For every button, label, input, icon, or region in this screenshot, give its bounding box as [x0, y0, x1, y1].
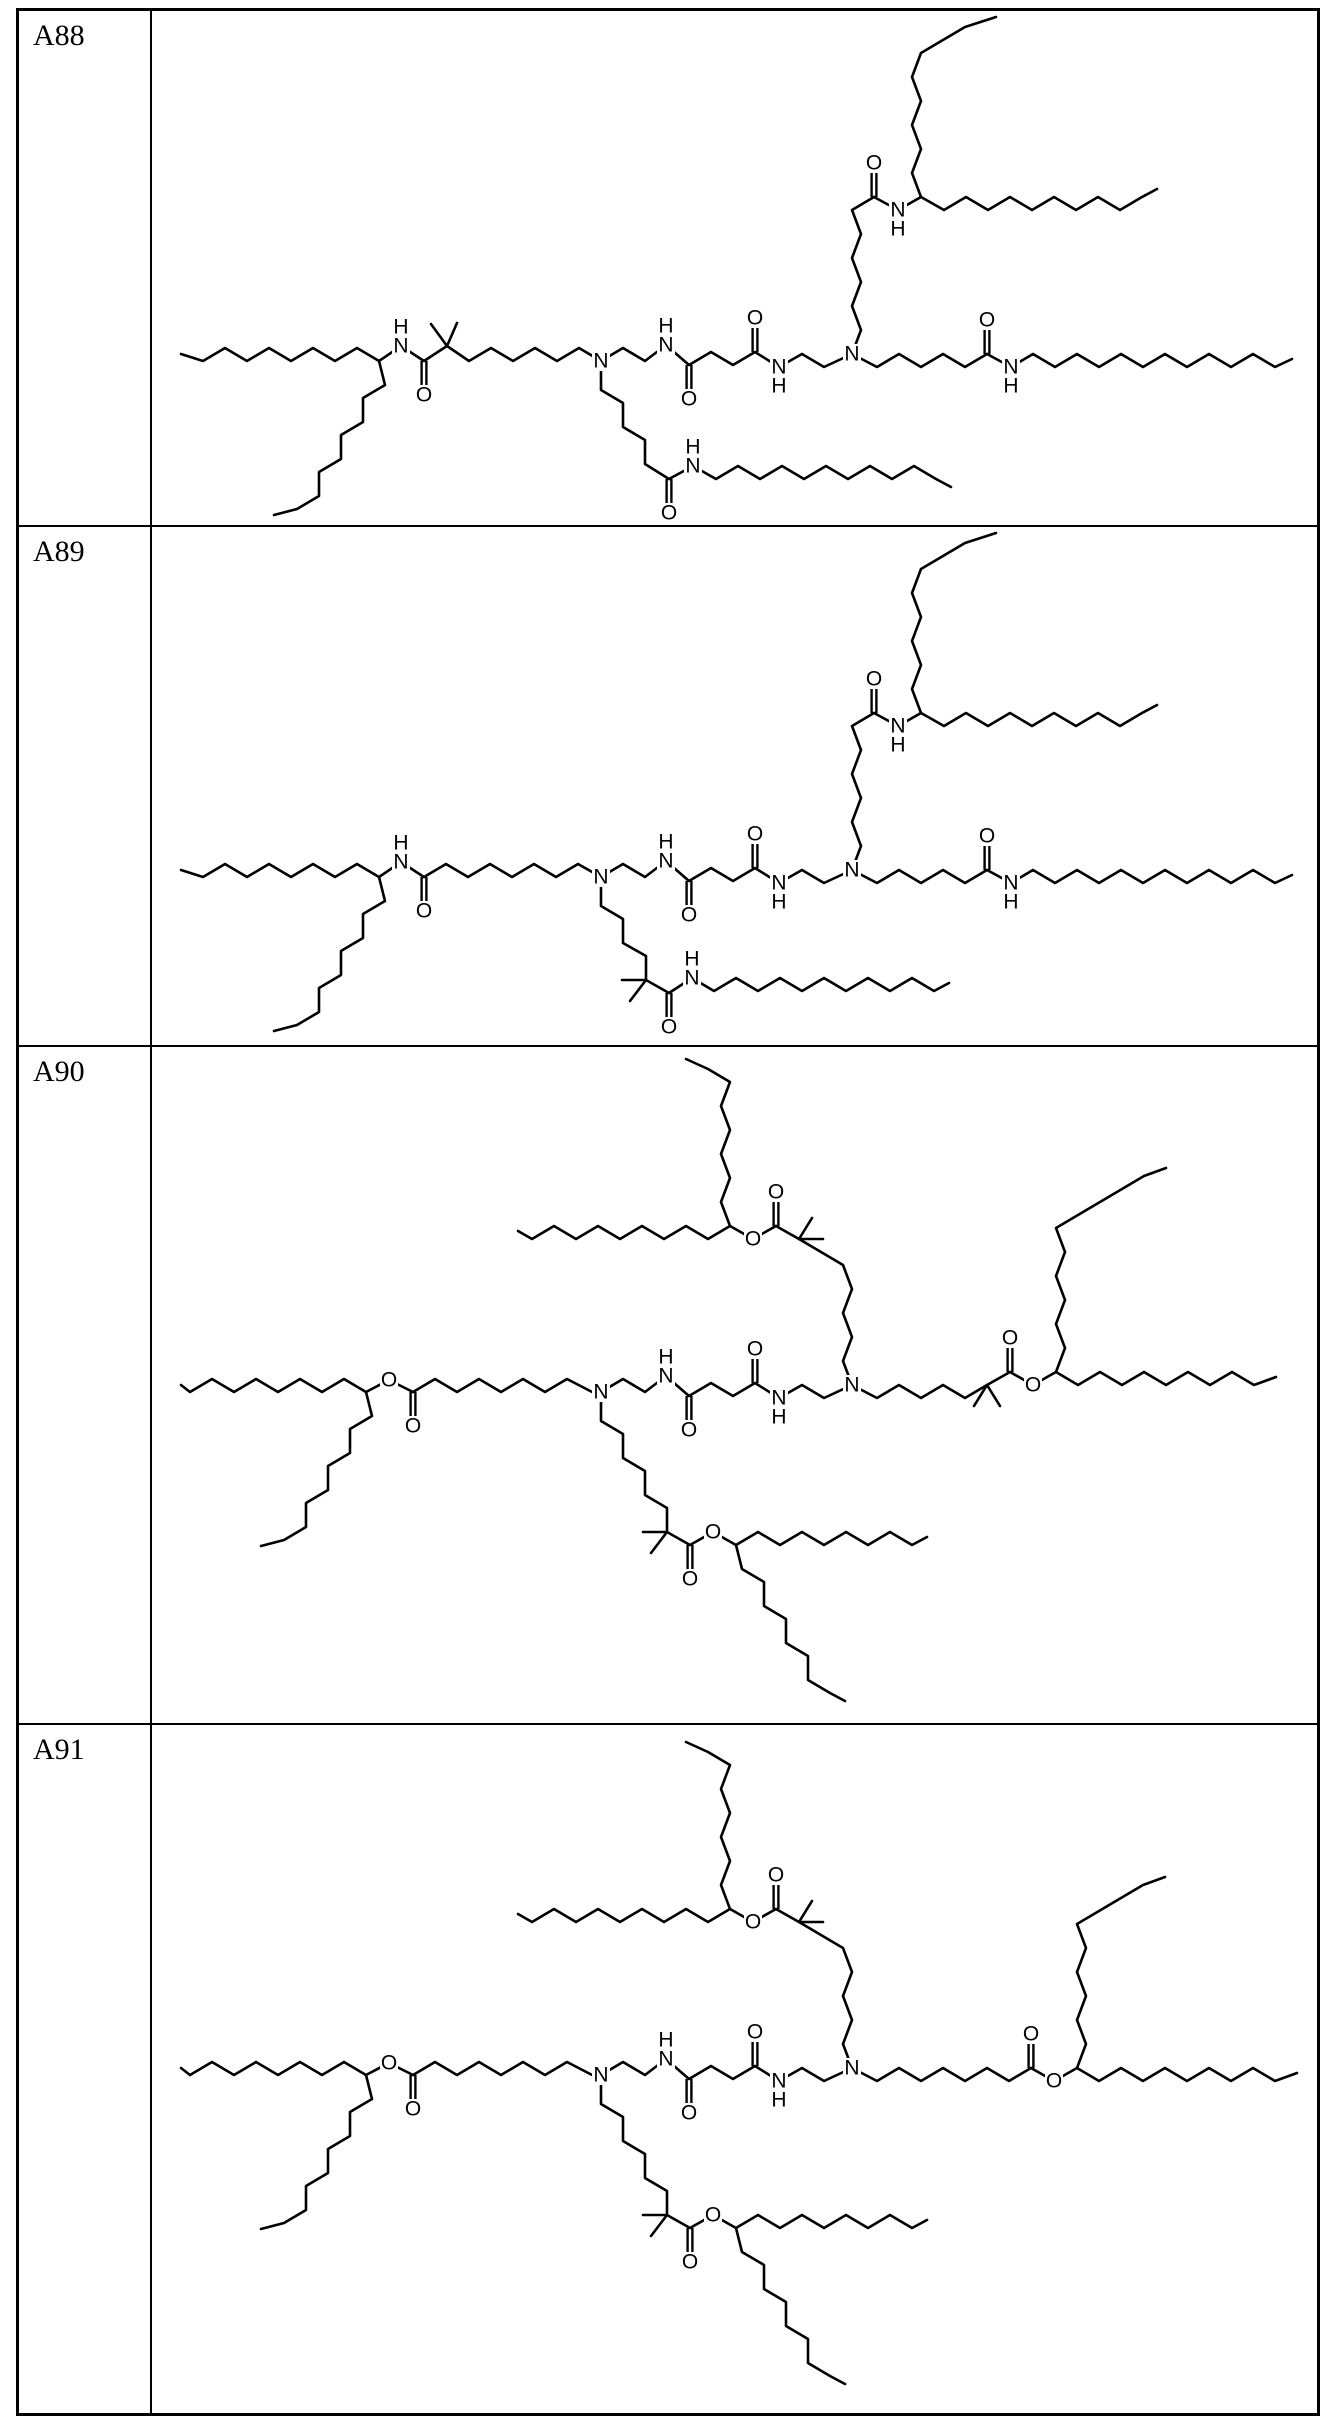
svg-text:O: O	[705, 2204, 721, 2227]
svg-text:N: N	[393, 851, 408, 874]
svg-text:N: N	[393, 335, 408, 358]
svg-text:O: O	[1023, 2023, 1039, 2046]
svg-text:N: N	[1003, 356, 1018, 379]
svg-text:N: N	[658, 2048, 673, 2071]
svg-text:N: N	[844, 859, 859, 882]
svg-text:N: N	[771, 1387, 786, 1410]
compound-id-cell: A88	[19, 11, 152, 525]
svg-text:N: N	[890, 715, 905, 738]
svg-text:H: H	[658, 2029, 673, 2052]
svg-text:O: O	[747, 307, 763, 330]
svg-text:O: O	[405, 2098, 421, 2121]
svg-text:O: O	[681, 388, 697, 411]
compound-id: A91	[33, 1733, 85, 1766]
svg-text:N: N	[1003, 872, 1018, 895]
svg-text:N: N	[684, 967, 699, 990]
svg-text:O: O	[682, 2251, 698, 2274]
svg-text:H: H	[685, 436, 700, 459]
svg-text:N: N	[593, 2064, 608, 2087]
svg-text:O: O	[661, 1016, 677, 1039]
svg-text:O: O	[745, 1228, 761, 1251]
svg-text:O: O	[768, 1181, 784, 1204]
svg-text:N: N	[890, 199, 905, 222]
svg-text:H: H	[771, 375, 786, 398]
svg-text:O: O	[1046, 2070, 1062, 2093]
svg-text:O: O	[866, 152, 882, 175]
svg-text:H: H	[658, 1346, 673, 1369]
svg-text:N: N	[771, 356, 786, 379]
svg-text:N: N	[844, 343, 859, 366]
svg-text:H: H	[771, 2089, 786, 2112]
svg-text:H: H	[890, 734, 905, 757]
svg-text:O: O	[681, 904, 697, 927]
compound-id-cell: A90	[19, 1047, 152, 1723]
svg-text:N: N	[593, 350, 608, 373]
compound-id-cell: A89	[19, 527, 152, 1045]
svg-text:H: H	[658, 315, 673, 338]
svg-text:O: O	[416, 384, 432, 407]
svg-text:O: O	[405, 1415, 421, 1438]
svg-text:O: O	[1002, 1327, 1018, 1350]
svg-text:O: O	[681, 2102, 697, 2125]
compound-id-cell: A91	[19, 1725, 152, 2413]
svg-text:O: O	[768, 1864, 784, 1887]
svg-text:O: O	[381, 2052, 397, 2075]
svg-text:O: O	[681, 1419, 697, 1442]
svg-text:O: O	[745, 1911, 761, 1934]
svg-text:O: O	[866, 668, 882, 691]
svg-text:H: H	[771, 891, 786, 914]
svg-text:N: N	[685, 455, 700, 478]
compound-id: A90	[33, 1055, 85, 1088]
svg-text:O: O	[747, 1338, 763, 1361]
svg-text:O: O	[682, 1568, 698, 1591]
svg-text:N: N	[844, 1374, 859, 1397]
svg-text:N: N	[771, 872, 786, 895]
svg-text:H: H	[1003, 375, 1018, 398]
svg-text:H: H	[393, 832, 408, 855]
svg-text:N: N	[658, 1365, 673, 1388]
svg-text:N: N	[658, 334, 673, 357]
svg-text:O: O	[979, 825, 995, 848]
svg-text:H: H	[1003, 891, 1018, 914]
svg-text:O: O	[416, 900, 432, 923]
svg-text:O: O	[747, 823, 763, 846]
svg-text:H: H	[890, 218, 905, 241]
svg-text:H: H	[658, 831, 673, 854]
svg-text:H: H	[771, 1406, 786, 1429]
svg-text:O: O	[381, 1369, 397, 1392]
svg-text:H: H	[393, 316, 408, 339]
svg-text:O: O	[661, 502, 677, 525]
svg-text:N: N	[593, 866, 608, 889]
svg-text:O: O	[979, 309, 995, 332]
compound-id: A88	[33, 19, 85, 52]
compound-id: A89	[33, 535, 85, 568]
svg-text:N: N	[844, 2057, 859, 2080]
svg-text:O: O	[1025, 1374, 1041, 1397]
svg-text:O: O	[747, 2021, 763, 2044]
svg-text:H: H	[684, 948, 699, 971]
svg-text:N: N	[593, 1381, 608, 1404]
svg-text:N: N	[658, 850, 673, 873]
svg-text:N: N	[771, 2070, 786, 2093]
svg-text:O: O	[705, 1521, 721, 1544]
